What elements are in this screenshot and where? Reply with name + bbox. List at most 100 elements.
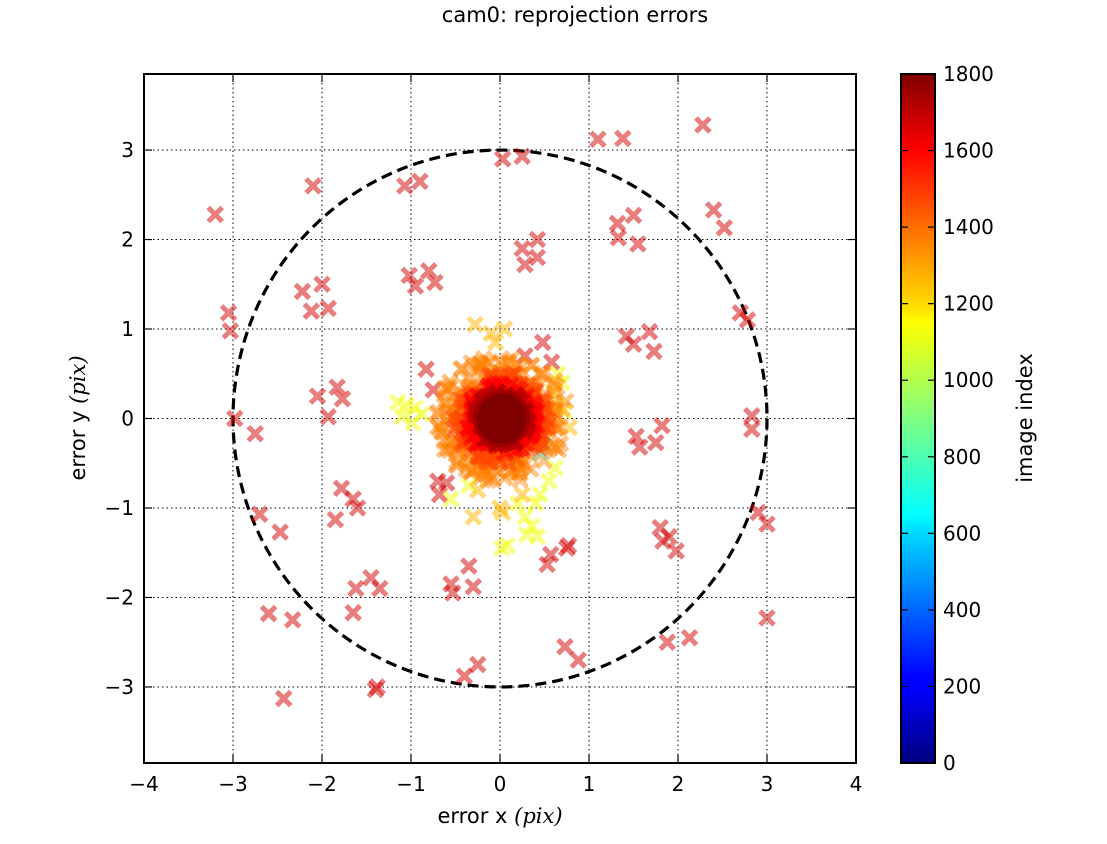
colorbar-tick-label: 800: [943, 445, 981, 469]
data-point: [589, 130, 607, 149]
x-tick-label: −1: [396, 772, 425, 796]
data-point: [400, 266, 418, 285]
data-point: [526, 494, 545, 513]
data-point: [432, 416, 451, 434]
data-point: [541, 545, 560, 564]
data-point: [447, 455, 466, 474]
data-point: [646, 433, 665, 452]
data-point: [457, 460, 475, 478]
data-point: [221, 322, 240, 340]
data-point: [545, 371, 564, 390]
data-point: [469, 362, 487, 380]
data-point: [640, 322, 659, 341]
data-point: [274, 689, 293, 708]
data-point: [513, 485, 532, 504]
data-point: [393, 407, 411, 426]
data-point: [308, 387, 327, 405]
data-point: [680, 628, 699, 647]
data-point: [513, 239, 532, 258]
data-point: [548, 377, 566, 396]
y-tick-label: 1: [121, 317, 134, 341]
data-point: [534, 364, 552, 383]
colorbar-label: image index: [1013, 353, 1037, 483]
data-point: [344, 490, 362, 508]
data-point: [462, 353, 480, 372]
data-point: [304, 177, 322, 195]
data-point: [246, 424, 265, 443]
data-point: [569, 651, 588, 669]
data-point: [472, 467, 491, 486]
colorbar-gradient: [900, 73, 936, 764]
data-point: [528, 230, 547, 249]
data-point: [226, 409, 244, 428]
data-point: [609, 228, 628, 247]
data-point: [629, 235, 647, 253]
x-axis-label: error x (pix): [437, 804, 562, 828]
data-point: [498, 536, 516, 555]
data-point: [474, 349, 493, 368]
data-point: [658, 633, 677, 651]
data-point: [448, 452, 466, 471]
data-point: [319, 407, 337, 426]
data-point: [426, 273, 444, 292]
data-point: [348, 499, 367, 517]
x-tick-label: −2: [307, 772, 336, 796]
data-point: [429, 403, 447, 422]
data-point: [549, 440, 568, 459]
y-tick-label: −1: [105, 496, 134, 520]
data-point: [459, 369, 477, 388]
x-tick-label: 3: [761, 772, 774, 796]
data-point: [493, 503, 512, 522]
data-point: [468, 655, 487, 674]
data-point: [219, 304, 238, 322]
data-point: [486, 333, 505, 352]
data-point: [462, 462, 480, 481]
data-point: [492, 353, 510, 371]
data-point: [694, 116, 712, 134]
colorbar-ticks: 0 200 400 600 800 1000 1200 1400 1600 1800: [901, 62, 994, 775]
data-point: [645, 342, 663, 361]
data-point: [553, 400, 572, 418]
colorbar-tick-label: 400: [943, 598, 981, 622]
data-point: [547, 438, 565, 457]
data-point: [667, 542, 685, 560]
colorbar-tick-label: 600: [943, 521, 981, 545]
data-point: [758, 609, 776, 627]
y-tick-label: 0: [121, 407, 134, 431]
data-point: [542, 353, 561, 371]
data-point: [328, 378, 346, 396]
y-tick-label: −2: [105, 585, 134, 609]
data-point: [551, 434, 570, 453]
data-point: [533, 333, 552, 352]
data-point: [435, 386, 454, 404]
data-point: [347, 579, 365, 598]
data-point: [250, 505, 269, 524]
data-point: [437, 395, 456, 413]
data-point: [439, 434, 458, 452]
data-point: [627, 427, 645, 446]
data-point: [511, 459, 530, 477]
data-point: [559, 536, 578, 555]
y-tick-label: −3: [105, 675, 134, 699]
data-point: [533, 366, 552, 384]
data-point: [523, 517, 541, 535]
data-point: [522, 356, 541, 375]
data-point: [482, 466, 500, 485]
x-axis-label-text: error x: [437, 804, 507, 828]
data-point: [480, 354, 499, 372]
data-point: [452, 359, 470, 378]
data-point: [206, 205, 224, 224]
colorbar-tick-label: 1800: [943, 62, 994, 86]
data-point: [313, 275, 331, 294]
x-tick-label: −3: [218, 772, 247, 796]
data-point: [493, 150, 512, 168]
data-point: [441, 441, 459, 460]
colorbar-tick-label: 200: [943, 674, 981, 698]
data-point: [420, 262, 438, 280]
data-point: [503, 349, 521, 368]
data-point: [653, 416, 671, 435]
data-point: [495, 469, 514, 487]
colorbar-tick-label: 0: [943, 751, 956, 775]
data-point: [478, 353, 497, 372]
data-point: [371, 579, 389, 598]
